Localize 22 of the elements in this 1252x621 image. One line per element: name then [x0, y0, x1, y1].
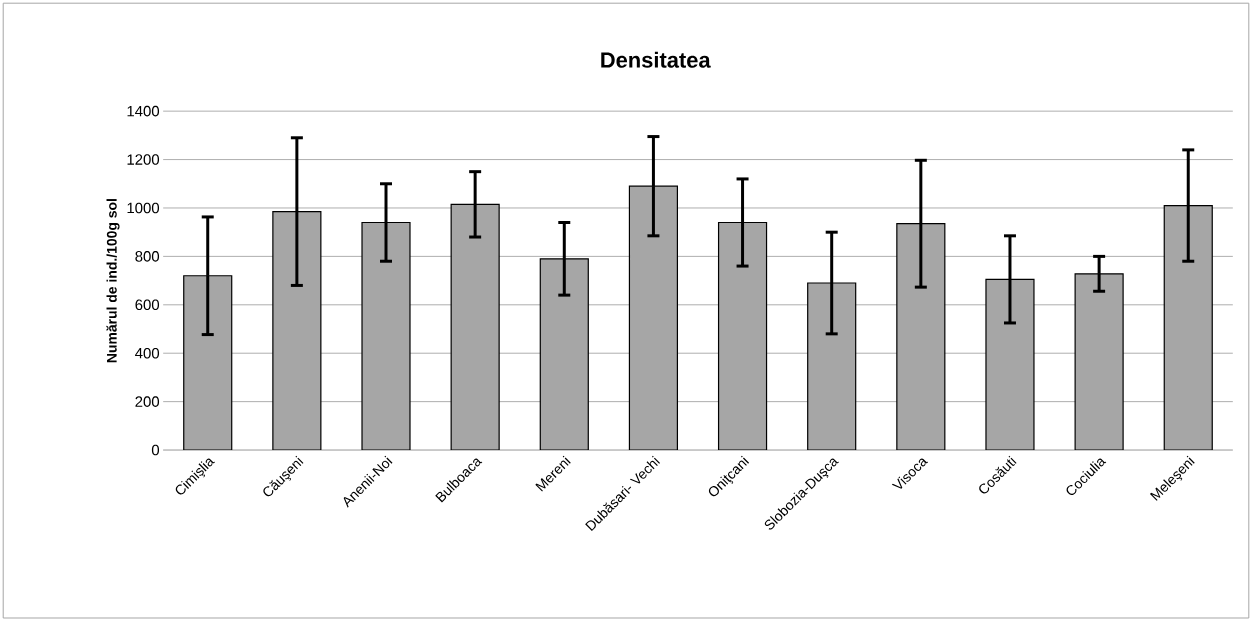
bar	[807, 282, 857, 450]
y-tick-label: 400	[135, 347, 160, 359]
y-tick-label: 600	[135, 299, 160, 310]
bar	[1163, 204, 1213, 450]
y-tick-label: 1200	[127, 154, 160, 165]
bar	[1074, 273, 1124, 450]
bar	[183, 275, 233, 450]
bar	[896, 223, 946, 450]
bar	[628, 185, 679, 450]
bar	[272, 210, 322, 450]
y-tick-label: 800	[135, 251, 160, 262]
y-tick-label: 1000	[127, 202, 160, 214]
bar	[985, 278, 1035, 450]
bar	[717, 221, 768, 450]
chart-title: Densitatea	[601, 51, 711, 68]
bar	[539, 258, 589, 450]
bar	[450, 203, 500, 450]
bar	[361, 221, 411, 450]
y-tick-label: 200	[135, 396, 160, 407]
y-axis-title: Numărul de ind./100g sol	[106, 198, 120, 363]
y-tick-label: 0	[151, 444, 160, 456]
y-tick-label: 1400	[127, 105, 160, 117]
